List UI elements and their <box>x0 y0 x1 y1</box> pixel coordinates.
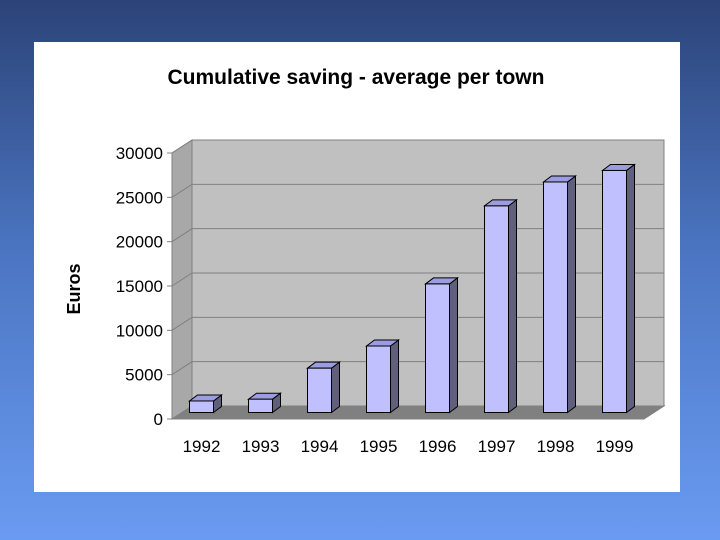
bar-front <box>248 398 273 414</box>
bar <box>188 393 223 414</box>
bar-front <box>543 181 568 413</box>
bar-front <box>366 345 391 413</box>
bar-side <box>626 163 635 414</box>
x-tick-label: 1994 <box>301 437 339 456</box>
y-tick-label: 20000 <box>116 233 163 252</box>
bar-front <box>484 205 509 413</box>
bars <box>188 163 636 414</box>
bar-front <box>189 400 214 413</box>
bar <box>247 392 282 414</box>
bar-front <box>307 367 332 413</box>
bar-side <box>390 339 399 414</box>
gridline <box>171 139 664 154</box>
x-tick-label: 1998 <box>537 437 575 456</box>
y-tick-label: 15000 <box>116 277 163 296</box>
x-tick-label: 1997 <box>478 437 516 456</box>
y-tick-label: 5000 <box>125 366 163 385</box>
y-tick-label: 0 <box>154 410 163 429</box>
bar-side <box>331 361 340 414</box>
bar <box>542 174 577 414</box>
x-tick-label: 1995 <box>360 437 398 456</box>
floor <box>170 405 666 420</box>
x-tick-label: 1996 <box>419 437 457 456</box>
chart-title: Cumulative saving - average per town <box>168 66 545 89</box>
bar <box>306 361 341 414</box>
x-tick-label: 1992 <box>183 437 221 456</box>
bar <box>483 198 518 414</box>
bar-front <box>425 283 450 413</box>
chart-panel: Cumulative saving - average per town Eur… <box>34 42 680 492</box>
y-tick-label: 10000 <box>116 321 163 340</box>
bar-side <box>449 276 458 414</box>
chart-walls <box>170 139 666 420</box>
y-tick-label: 30000 <box>116 144 163 163</box>
x-tick-labels: 1992 1993 1994 1995 1996 1997 1998 1999 <box>183 437 634 456</box>
bar <box>365 339 400 414</box>
y-tick-label: 25000 <box>116 188 163 207</box>
bar-side <box>508 198 517 414</box>
bar <box>601 163 636 414</box>
bar-chart: Cumulative saving - average per town Eur… <box>64 66 666 456</box>
y-tick-labels: 0 5000 10000 15000 20000 25000 30000 <box>116 144 163 429</box>
bar-front <box>602 169 627 413</box>
y-axis-label: Euros <box>64 263 84 314</box>
x-tick-label: 1993 <box>242 437 280 456</box>
bar-side <box>567 174 576 414</box>
x-tick-label: 1999 <box>596 437 634 456</box>
gridline <box>171 183 664 198</box>
bar <box>424 276 459 414</box>
